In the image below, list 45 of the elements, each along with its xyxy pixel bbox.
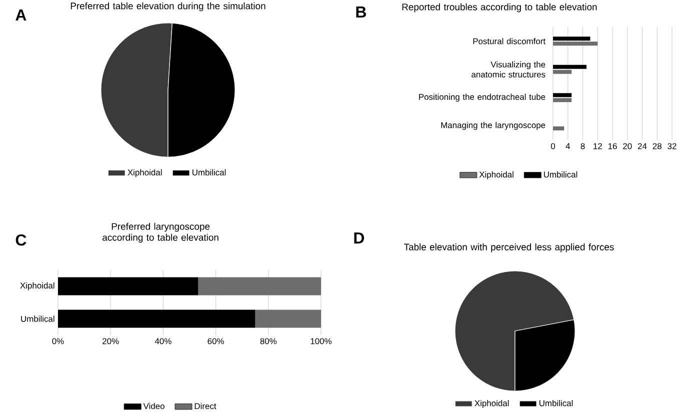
bar [553, 36, 590, 41]
text: B [356, 6, 366, 18]
x-tick-label: 12 [594, 143, 602, 150]
x-tick-label: 0% [52, 338, 64, 344]
text: D [354, 232, 364, 244]
x-tick-label: 60% [208, 338, 224, 344]
x-tick-label: 0 [550, 143, 556, 150]
bar [553, 98, 572, 102]
x-tick-label: 24 [638, 143, 647, 150]
bar [553, 42, 598, 46]
x-tick-label: 16 [608, 143, 617, 150]
bar [255, 310, 322, 328]
legend-label: Xiphoidal [479, 171, 514, 180]
y-tick-label: Visualizing the anatomic structures [472, 61, 546, 78]
chart-title: Table elevation with perceived less applied forces [404, 243, 614, 252]
bar [553, 70, 572, 74]
x-tick-label: 4 [566, 143, 570, 150]
bar [58, 277, 198, 296]
text: A [16, 10, 26, 20]
chart-title: Preferred laryngoscope according to table elevation [102, 222, 218, 243]
legend-label: Video [143, 402, 164, 410]
chart-title: Preferred table elevation during the simulation [70, 2, 266, 12]
legend-label: Direct [194, 402, 216, 410]
x-tick-label: 100% [310, 338, 332, 344]
x-tick-label: 8 [580, 143, 585, 150]
bar [58, 310, 256, 328]
y-tick-label: Positioning the endotracheal tube [419, 94, 546, 102]
x-tick-label: 28 [652, 143, 662, 150]
bar [553, 126, 564, 130]
bar [553, 93, 572, 98]
chart-title: Reported troubles according to table elevation [402, 3, 597, 12]
legend-label: Xiphoidal [128, 169, 162, 178]
x-tick-label: 20% [102, 338, 119, 344]
legend-label: Umbilical [192, 169, 226, 176]
legend-label: Umbilical [544, 171, 578, 178]
legend-label: Umbilical [540, 400, 573, 406]
text: C [16, 234, 26, 246]
x-tick-label: 32 [668, 143, 676, 150]
y-tick-label: Postural discomfort [473, 38, 546, 44]
x-tick-label: 40% [154, 338, 172, 344]
y-tick-label: Managing the laryngoscope [441, 122, 546, 130]
x-tick-label: 80% [260, 338, 277, 344]
bar [553, 64, 586, 69]
x-tick-label: 20 [623, 143, 632, 150]
bar [198, 277, 322, 296]
